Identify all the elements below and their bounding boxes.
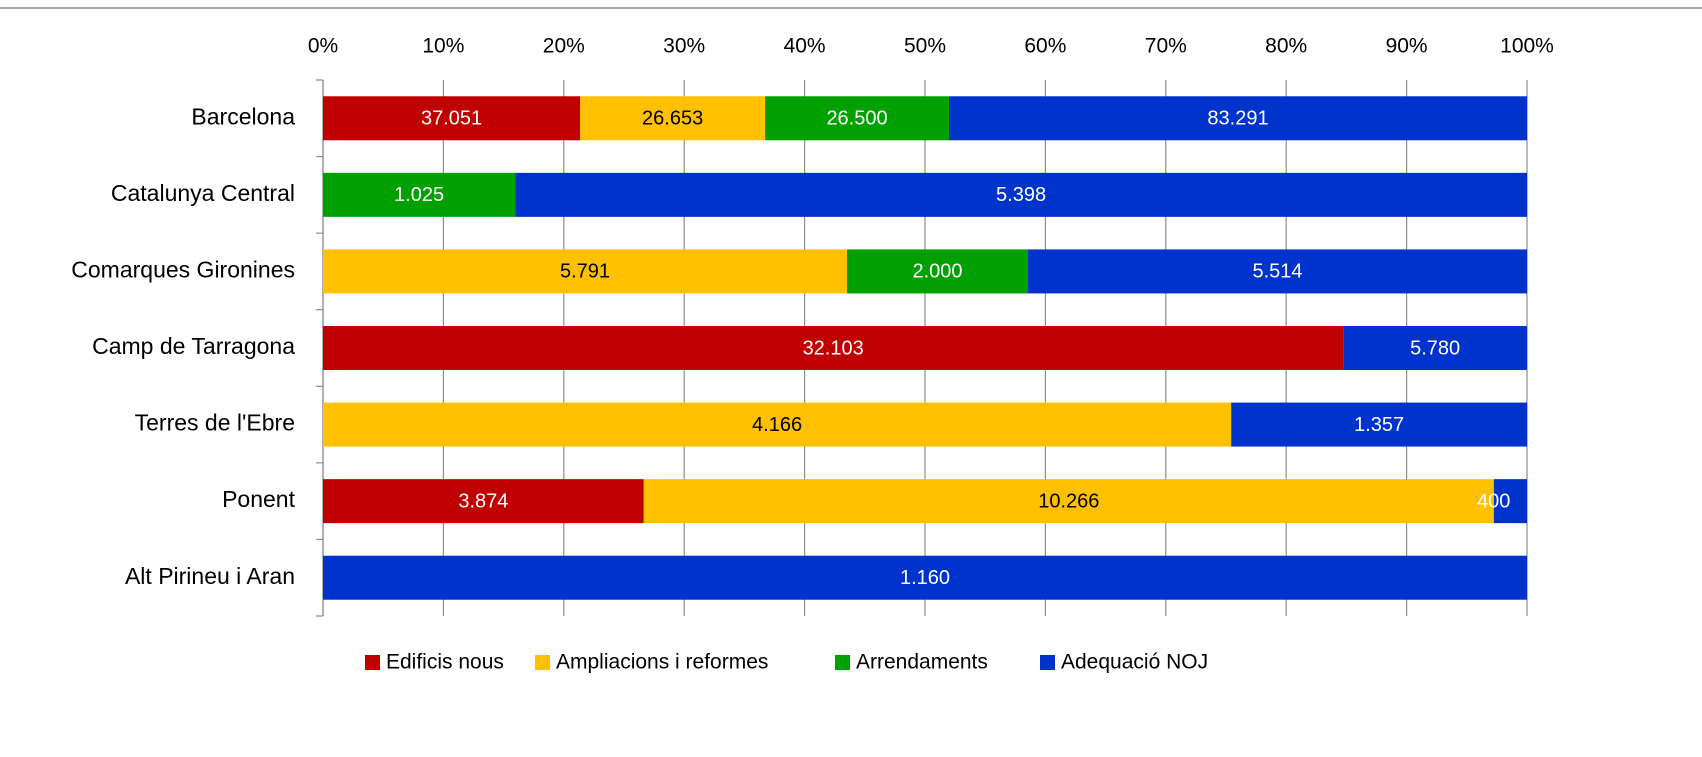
- data-label: 37.051: [421, 108, 482, 130]
- x-tick-label: 100%: [1500, 35, 1554, 58]
- legend-swatch: [365, 655, 380, 670]
- bar-segment: [847, 249, 1029, 294]
- data-label: 5.780: [1410, 337, 1460, 359]
- bar-segment: [948, 96, 1527, 141]
- data-label: 26.500: [826, 108, 887, 130]
- bar-segment: [323, 249, 848, 294]
- legend-label: Edificis nous: [386, 651, 504, 674]
- legend-label: Ampliacions i reformes: [556, 651, 768, 674]
- bar-segment: [323, 402, 1232, 447]
- y-tick-label: Catalunya Central: [111, 180, 295, 206]
- legend-swatch: [1040, 655, 1055, 670]
- bar-segment: [1028, 249, 1527, 294]
- y-tick-label: Barcelona: [191, 103, 295, 129]
- legend-label: Arrendaments: [856, 651, 988, 674]
- x-tick-label: 10%: [422, 35, 464, 58]
- x-tick-label: 20%: [543, 35, 585, 58]
- x-tick-label: 30%: [663, 35, 705, 58]
- bar-segment: [323, 172, 516, 217]
- bar-segment: [1231, 402, 1527, 447]
- y-tick-label: Camp de Tarragona: [92, 333, 295, 359]
- data-label: 5.791: [560, 261, 610, 283]
- data-label: 4.166: [752, 414, 802, 436]
- y-tick-label: Terres de l'Ebre: [135, 410, 295, 436]
- y-tick-label: Alt Pirineu i Aran: [125, 563, 295, 589]
- y-tick-label: Ponent: [222, 486, 296, 512]
- bar-segment: [323, 96, 581, 141]
- x-tick-label: 80%: [1265, 35, 1307, 58]
- bar-segment: [323, 555, 1527, 600]
- x-tick-label: 90%: [1386, 35, 1428, 58]
- legend-swatch: [535, 655, 550, 670]
- x-tick-label: 40%: [784, 35, 826, 58]
- data-label: 83.291: [1207, 108, 1268, 130]
- bar-segment: [323, 326, 1344, 370]
- x-tick-label: 50%: [904, 35, 946, 58]
- data-label: 1.160: [900, 567, 950, 589]
- data-label: 3.874: [458, 490, 508, 512]
- x-tick-label: 70%: [1145, 35, 1187, 58]
- data-label: 32.103: [803, 337, 864, 359]
- data-label: 400: [1477, 490, 1510, 512]
- data-label: 10.266: [1038, 490, 1099, 512]
- data-label: 26.653: [642, 108, 703, 130]
- data-label: 1.025: [394, 184, 444, 206]
- x-tick-label: 0%: [308, 35, 338, 58]
- bar-segment: [1343, 326, 1527, 370]
- data-label: 2.000: [913, 261, 963, 283]
- y-tick-label: Comarques Gironines: [71, 257, 295, 283]
- bar-segment: [323, 479, 644, 524]
- bar-segment: [580, 96, 766, 141]
- bar-segment: [643, 479, 1494, 524]
- bar-segment: [765, 96, 949, 141]
- bar-segment: [515, 172, 1527, 217]
- data-label: 5.514: [1252, 261, 1302, 283]
- x-tick-label: 60%: [1024, 35, 1066, 58]
- bar-segment: [1493, 479, 1527, 524]
- data-label: 1.357: [1354, 414, 1404, 436]
- legend-swatch: [835, 655, 850, 670]
- legend-label: Adequació NOJ: [1061, 651, 1208, 674]
- data-label: 5.398: [996, 184, 1046, 206]
